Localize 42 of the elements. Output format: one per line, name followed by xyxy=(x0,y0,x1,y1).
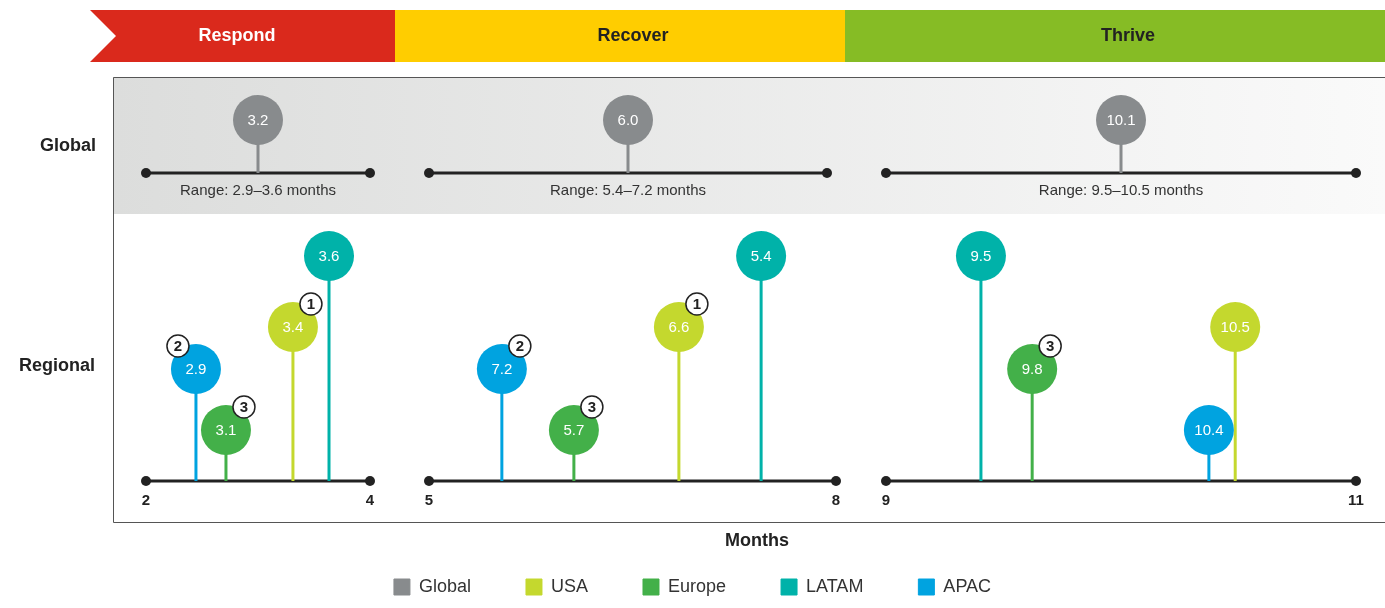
text: 9 xyxy=(881,491,891,509)
text: Range: 2.9–3.6 months xyxy=(180,181,336,199)
text: 3 xyxy=(587,398,597,416)
data-label: 3.4 xyxy=(282,318,304,336)
legend-label: Europe xyxy=(667,575,727,596)
category-label: Recover xyxy=(597,24,669,45)
legend-label: Global xyxy=(418,575,471,596)
text: 2 xyxy=(515,337,525,355)
data-label: 6.6 xyxy=(668,318,690,336)
data-label: 10.4 xyxy=(1194,421,1224,439)
text: 3 xyxy=(1046,337,1055,355)
text: 11 xyxy=(1348,491,1364,509)
category-label: Thrive xyxy=(1100,24,1156,45)
text: 8 xyxy=(831,491,841,509)
legend-label: USA xyxy=(550,575,588,596)
text: 3 xyxy=(239,398,249,416)
data-label: 10.5 xyxy=(1220,318,1250,336)
category-label: Respond xyxy=(198,24,276,45)
data-label: 5.7 xyxy=(563,421,585,439)
text: 2 xyxy=(173,337,183,355)
data-label: 3.6 xyxy=(318,247,340,265)
data-label: 2.9 xyxy=(185,360,207,378)
data-label: 9.8 xyxy=(1021,360,1043,378)
text: 4 xyxy=(365,491,375,509)
text: 2 xyxy=(141,491,151,509)
data-label: 6.0 xyxy=(617,111,639,129)
text: Global xyxy=(39,134,97,155)
text: Months xyxy=(725,529,789,550)
text: 1 xyxy=(306,295,316,313)
data-label: 5.4 xyxy=(750,247,772,265)
legend-label: LATAM xyxy=(806,575,864,596)
text: 5 xyxy=(424,491,434,509)
data-label: 3.2 xyxy=(247,111,269,129)
data-label: 9.5 xyxy=(970,247,992,265)
data-label: 10.1 xyxy=(1106,111,1136,129)
text: 1 xyxy=(692,295,702,313)
text: Regional xyxy=(18,354,96,375)
text: Range: 9.5–10.5 months xyxy=(1038,181,1204,199)
data-label: 3.1 xyxy=(215,421,237,439)
text: Range: 5.4–7.2 months xyxy=(550,181,706,199)
legend-label: APAC xyxy=(943,575,992,596)
data-label: 7.2 xyxy=(491,360,513,378)
